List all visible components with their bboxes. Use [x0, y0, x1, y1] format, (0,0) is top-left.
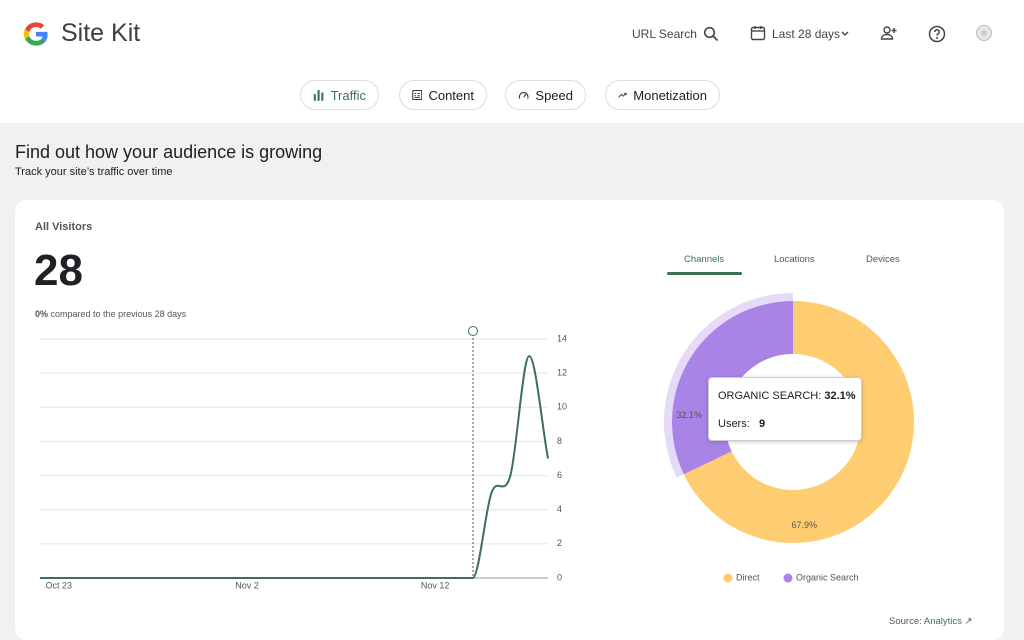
change-text: compared to the previous 28 days: [50, 309, 187, 319]
source: Source: Analytics ↗: [889, 616, 973, 627]
legend-label: Organic Search: [796, 572, 859, 582]
change: 0% compared to the previous 28 days: [35, 309, 186, 319]
nav-tab[interactable]: Speed: [505, 80, 586, 110]
change-value: 0%: [35, 309, 49, 319]
total-visitors: 28: [34, 246, 83, 295]
search-icon[interactable]: [703, 26, 719, 42]
traffic-icon: [313, 90, 324, 101]
y-tick-label: 10: [557, 402, 567, 412]
slice: [683, 301, 914, 544]
legend-swatch: [783, 573, 793, 583]
x-tick-label: Nov 2: [235, 580, 259, 590]
tooltip-label: ORGANIC SEARCH:: [718, 390, 822, 402]
info-icon: [468, 326, 478, 336]
section-subtitle: Track your site’s traffic over time: [15, 166, 173, 178]
line: [40, 355, 549, 579]
dim-tab[interactable]: Devices: [866, 254, 900, 265]
legend-swatch: [723, 573, 733, 583]
y-tick-label: 12: [557, 368, 567, 378]
source-label: Source:: [889, 616, 922, 627]
value-label: 67.9%: [791, 520, 817, 530]
account-icon[interactable]: [975, 24, 993, 42]
tooltip-row: Users: 9: [718, 418, 765, 430]
help-icon[interactable]: [928, 25, 946, 43]
nav-tab[interactable]: Traffic: [300, 80, 379, 110]
y-tick-label: 4: [557, 504, 562, 514]
nav-label: Speed: [535, 87, 573, 103]
tab-indicator: [667, 272, 742, 275]
source-link[interactable]: Analytics: [923, 616, 962, 627]
y-tick-label: 2: [557, 538, 562, 548]
speed-icon: [518, 92, 529, 99]
legend-label: Direct: [736, 572, 760, 582]
tooltip: ORGANIC SEARCH: 32.1% Users: 9: [708, 377, 862, 441]
nav-label: Monetization: [633, 87, 707, 103]
x-tick-label: Oct 23: [46, 580, 73, 590]
dim-tab[interactable]: Locations: [774, 254, 815, 265]
header: Site Kit URL Search Last 28 days Traffic…: [0, 0, 1024, 123]
tooltip-value: 32.1%: [824, 390, 856, 402]
nav-label: Traffic: [330, 87, 366, 103]
y-tick-label: 0: [557, 572, 562, 582]
value-label: 32.1%: [676, 410, 702, 420]
date-range[interactable]: Last 28 days: [772, 27, 841, 41]
calendar-icon[interactable]: [750, 25, 766, 41]
nav-label: Content: [428, 87, 474, 103]
hover-ring: [663, 293, 793, 478]
section-title: Find out how your audience is growing: [15, 142, 323, 162]
brand: Site Kit: [61, 19, 141, 47]
add-user-icon[interactable]: [880, 25, 898, 41]
charts: 0 2 4 6 8 10 12 14 Oct 23 Nov 2 Nov 12 67.9% Direct 3…: [40, 293, 914, 590]
monetization-icon: [618, 92, 627, 98]
content-icon: [412, 89, 423, 101]
url-search[interactable]: URL Search: [632, 27, 697, 41]
nav-tab[interactable]: Monetization: [605, 80, 720, 110]
nav-tab[interactable]: Content: [399, 80, 487, 110]
dim-tab[interactable]: Channels: [684, 254, 725, 265]
chevron[interactable]: [840, 30, 850, 38]
tooltip-title: ORGANIC SEARCH: 32.1%: [718, 390, 856, 402]
x-tick-label: Nov 12: [421, 580, 450, 590]
y-tick-label: 14: [557, 333, 567, 343]
y-tick-label: 6: [557, 470, 562, 480]
card-label: All Visitors: [35, 221, 93, 233]
google-logo: [23, 22, 48, 46]
tooltip-count: 9: [758, 418, 766, 430]
tooltip-metric: Users:: [718, 418, 750, 430]
y-tick-label: 8: [557, 436, 562, 446]
